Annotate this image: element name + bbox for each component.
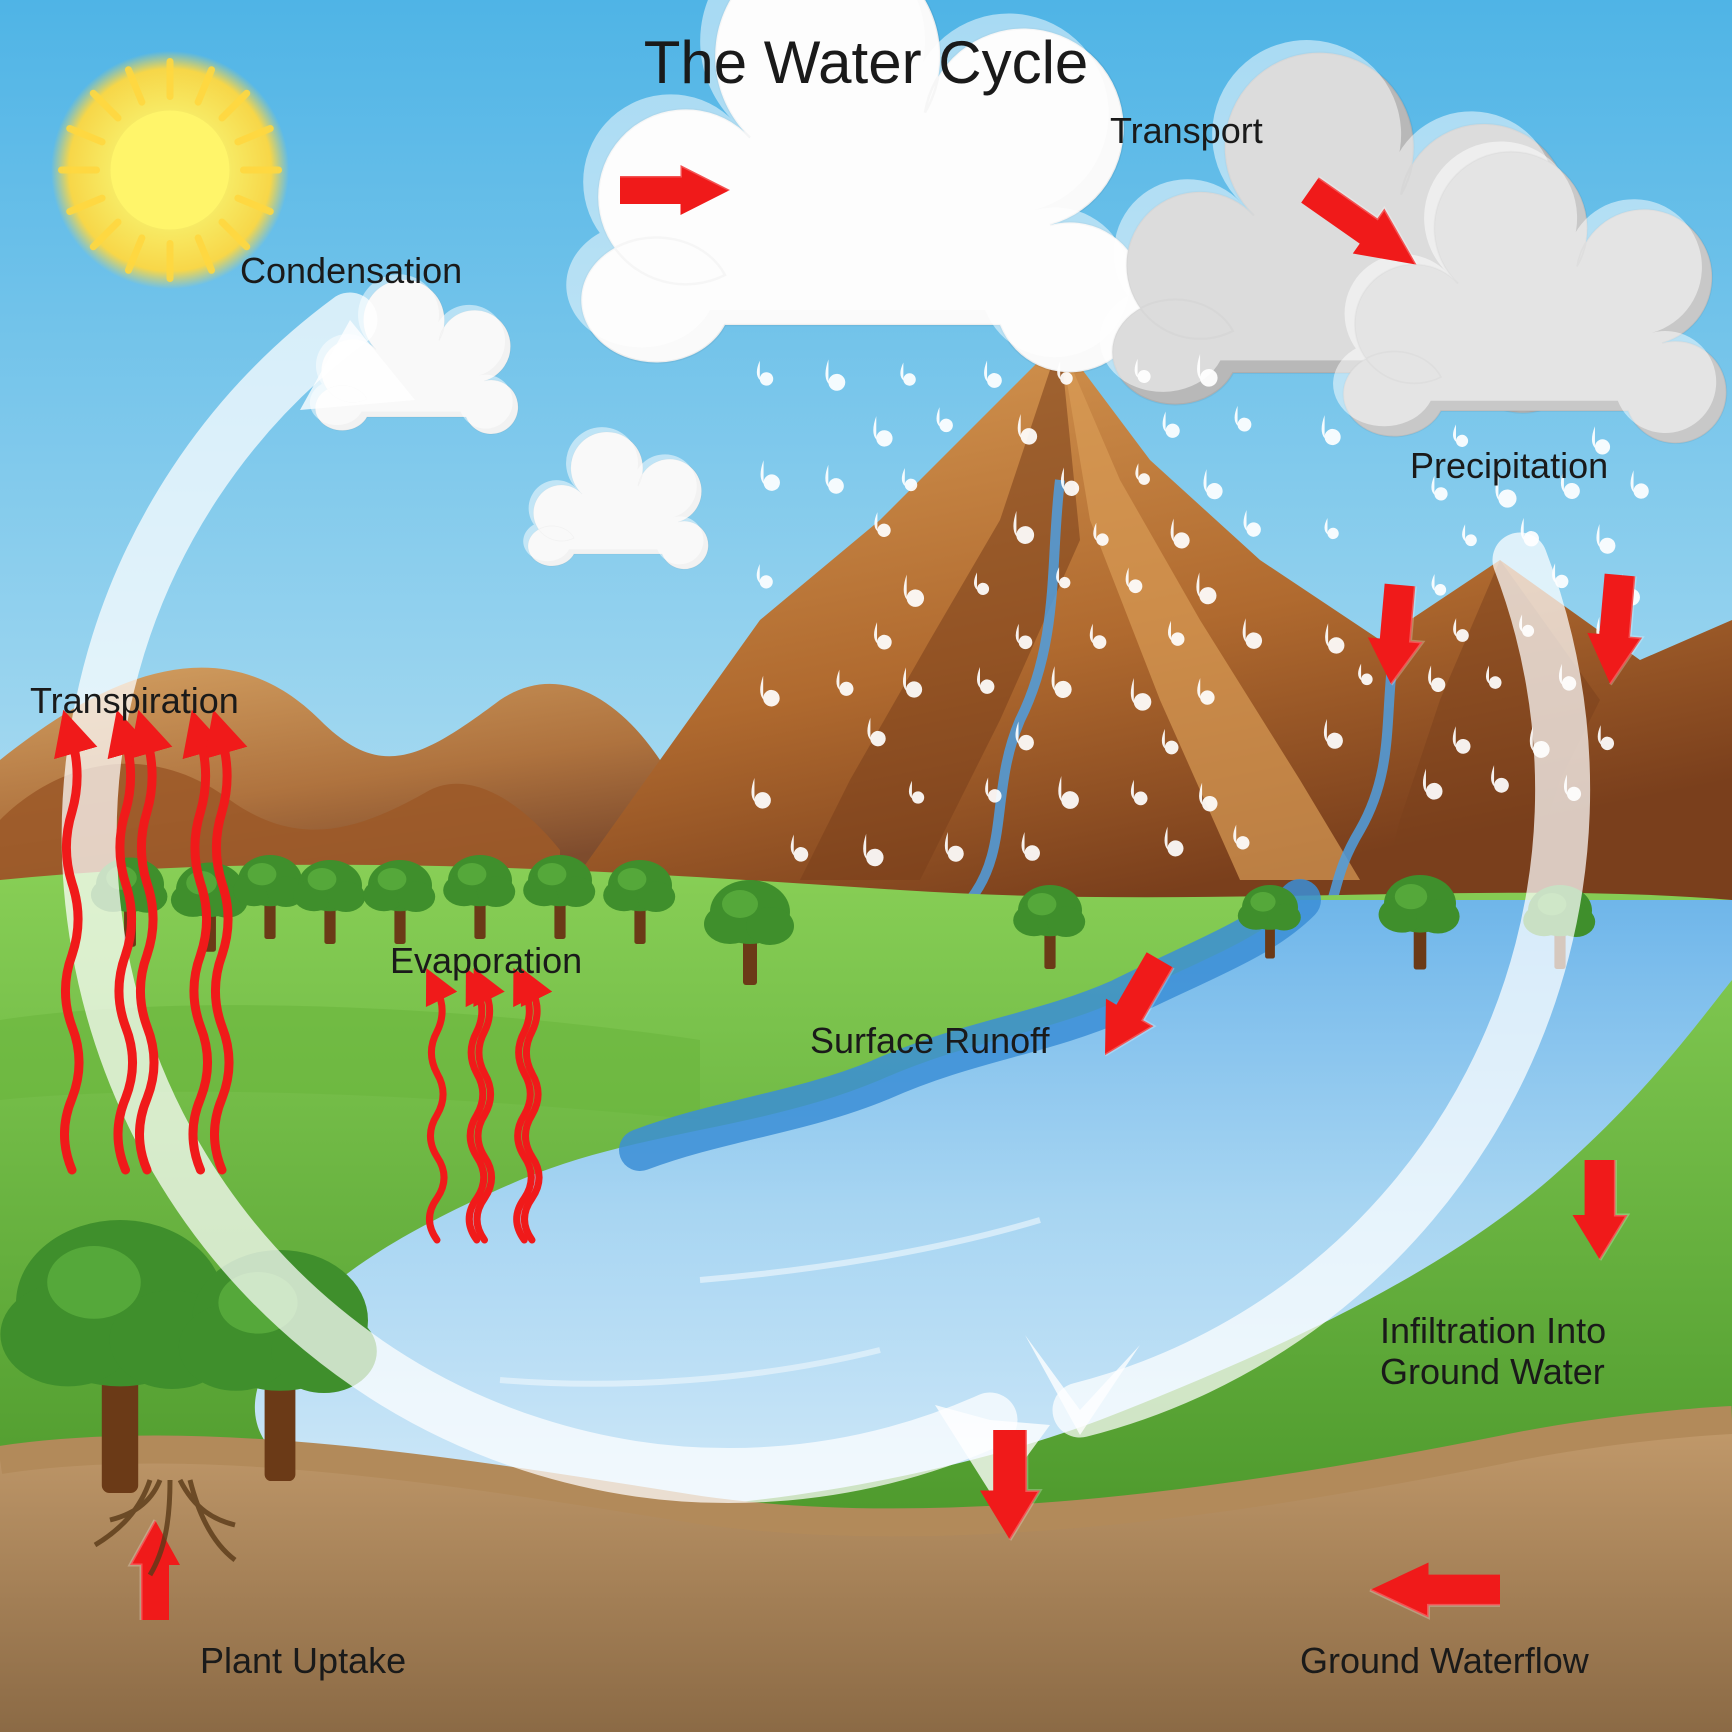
label-surface-runoff: Surface Runoff — [810, 1020, 1049, 1061]
label-infiltration: Infiltration Into Ground Water — [1380, 1310, 1606, 1393]
water-cycle-diagram: The Water Cycle Transport Condensation Prec… — [0, 0, 1732, 1732]
label-ground-waterflow: Ground Waterflow — [1300, 1640, 1589, 1681]
label-condensation: Condensation — [240, 250, 462, 291]
label-plant-uptake: Plant Uptake — [200, 1640, 406, 1681]
label-evaporation: Evaporation — [390, 940, 582, 981]
label-transpiration: Transpiration — [30, 680, 239, 721]
label-transport: Transport — [1110, 110, 1263, 151]
label-precipitation: Precipitation — [1410, 445, 1608, 486]
diagram-title: The Water Cycle — [0, 28, 1732, 97]
